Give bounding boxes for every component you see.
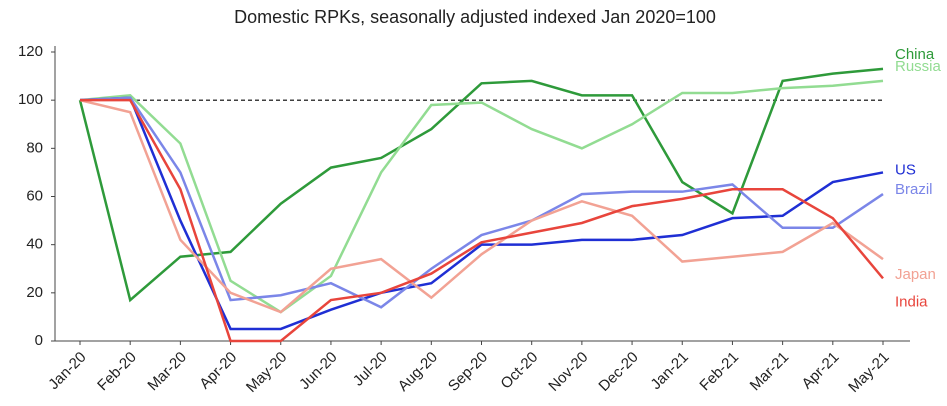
series-line [78, 67, 884, 303]
x-tick-label: Feb-20 [94, 349, 140, 395]
series-label: US [895, 161, 916, 178]
series-label: China [895, 46, 935, 63]
x-tick-label: Dec-20 [595, 349, 641, 395]
x-tick-label: May-20 [243, 349, 290, 396]
x-tick-label: Jul-20 [350, 349, 391, 390]
x-tick-label: Mar-20 [144, 349, 190, 395]
x-tick-label: Jun-20 [296, 349, 340, 393]
series-label: Russia [895, 58, 942, 75]
x-tick-label: Aug-20 [395, 349, 441, 395]
series-label: Brazil [895, 181, 933, 198]
series-line [79, 96, 884, 309]
y-tick-label: 0 [35, 332, 43, 349]
x-tick-label: Apr-21 [799, 349, 843, 393]
x-tick-label: Jan-20 [45, 349, 89, 393]
series-line [79, 79, 884, 314]
series-label: India [895, 293, 928, 310]
y-tick-label: 20 [26, 284, 43, 301]
y-tick-label: 80 [26, 139, 43, 156]
series-line [79, 98, 884, 314]
x-tick-label: Apr-20 [196, 349, 240, 393]
x-tick-label: Nov-20 [545, 349, 591, 395]
series-label: Japan [895, 266, 936, 283]
chart-title: Domestic RPKs, seasonally adjusted index… [234, 7, 716, 27]
y-tick-label: 40 [26, 236, 43, 253]
x-tick-label: Oct-20 [497, 349, 541, 393]
y-tick-label: 120 [18, 43, 43, 60]
x-tick-label: Sep-20 [445, 349, 491, 395]
x-tick-label: Feb-21 [696, 349, 742, 395]
x-tick-label: Mar-21 [747, 349, 793, 395]
x-tick-label: May-21 [845, 349, 892, 396]
series-line [80, 98, 884, 343]
x-tick-label: Jan-21 [647, 349, 691, 393]
y-tick-label: 60 [26, 187, 43, 204]
y-tick-label: 100 [18, 91, 43, 108]
